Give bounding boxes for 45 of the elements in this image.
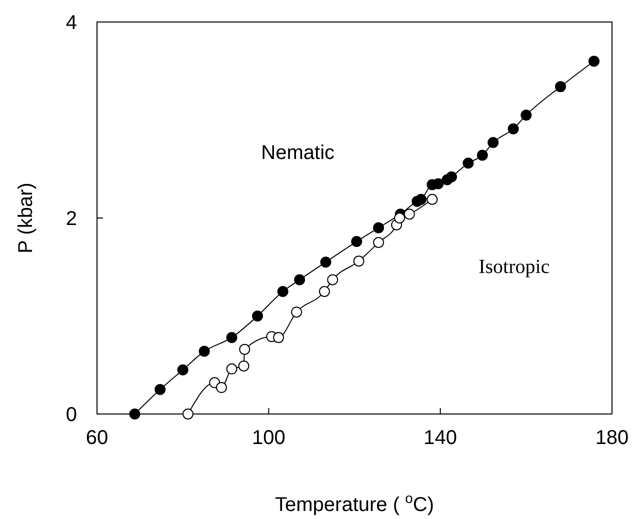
x-tick-label: 60 (86, 427, 108, 449)
point (353, 256, 364, 267)
y-tick-label: 0 (66, 404, 77, 426)
point (488, 137, 499, 148)
annotation: Isotropic (478, 256, 550, 278)
x-axis-title: Temperature ( $^{o}$C) (275, 490, 434, 516)
point (462, 158, 474, 169)
y-axis-title: P (kbar) (15, 182, 37, 254)
point (252, 310, 264, 322)
point (277, 286, 288, 297)
point (273, 332, 284, 344)
point (394, 212, 406, 224)
point (198, 346, 210, 357)
point (239, 344, 250, 355)
annotation: Nematic (261, 142, 335, 164)
point (373, 237, 384, 248)
point (177, 364, 188, 376)
point (416, 194, 427, 205)
point (476, 150, 488, 161)
point (327, 274, 338, 286)
point (446, 171, 457, 182)
point (555, 81, 566, 92)
point (216, 382, 227, 394)
point (320, 256, 332, 268)
point (182, 408, 194, 420)
x-tick-label: 180 (595, 427, 629, 449)
point (351, 236, 362, 248)
point (588, 56, 600, 67)
point (508, 123, 519, 134)
point (291, 306, 302, 318)
point (238, 360, 250, 372)
x-tick-label: 140 (424, 427, 458, 449)
point (226, 332, 238, 344)
point (318, 286, 330, 297)
point (226, 363, 238, 374)
point (373, 222, 384, 234)
point (426, 194, 438, 205)
point (520, 110, 532, 121)
y-tick-label: 2 (66, 208, 77, 230)
point (404, 208, 415, 220)
y-tick-label: 4 (66, 12, 77, 34)
point (154, 384, 166, 395)
point (129, 408, 140, 420)
point (294, 274, 306, 286)
x-tick-label: 100 (252, 427, 286, 449)
